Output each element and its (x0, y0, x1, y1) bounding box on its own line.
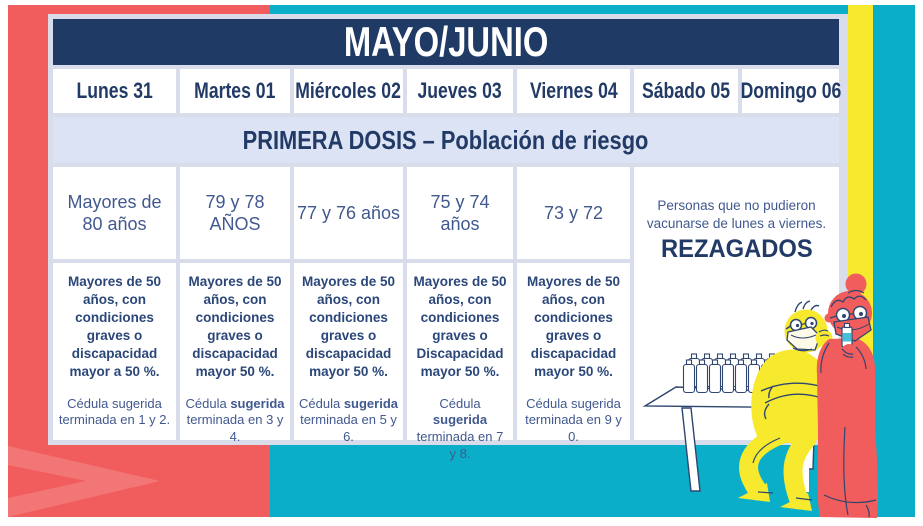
chevron-decoration (8, 446, 160, 517)
title-bar: MAYO/JUNIO (53, 19, 839, 65)
risk-group-text: Mayores de 50 años, con condiciones grav… (301, 274, 396, 379)
cedula-text: Cédula sugerida terminada en 5 y 6. (299, 395, 398, 444)
rezagados-title: REZAGADOS (660, 235, 813, 264)
syringe-vial-icon (841, 322, 853, 348)
age-cell-martes: 79 y 78 AÑOS (180, 167, 290, 259)
day-header-domingo: Domingo 06 (740, 69, 841, 113)
age-cell-miercoles: 77 y 76 años (294, 167, 403, 259)
risk-group-text: Mayores de 50 años, con condiciones grav… (413, 274, 507, 379)
detail-cell-lunes: Mayores de 50 años, con condiciones grav… (53, 263, 176, 440)
day-header-viernes: Viernes 04 (517, 69, 630, 113)
yellow-patient-figure (738, 300, 835, 511)
detail-cell-jueves: Mayores de 50 años, con condiciones grav… (407, 263, 513, 461)
day-header-miercoles: Miércoles 02 (294, 69, 403, 113)
age-cell-lunes: Mayores de 80 años (53, 167, 176, 259)
hair-strokes (794, 300, 820, 313)
day-header-lunes: Lunes 31 (53, 69, 176, 113)
day-header-martes: Martes 01 (180, 69, 290, 113)
cedula-text: Cédula sugerida terminada en 1 y 2. (58, 395, 171, 428)
mask-icon (786, 326, 821, 351)
section-title: PRIMERA DOSIS – Población de riesgo (243, 124, 649, 155)
vaccination-illustration (642, 273, 878, 518)
detail-cell-miercoles: Mayores de 50 años, con condiciones grav… (294, 263, 403, 444)
cedula-sugerida-4: sugerida (570, 395, 621, 411)
rezagados-note: Personas que no pudieron vacunarse de lu… (646, 198, 827, 231)
detail-cell-martes: Mayores de 50 años, con condiciones grav… (180, 263, 290, 444)
red-nurse-figure (816, 273, 878, 518)
detail-cell-viernes: Mayores de 50 años, con condiciones grav… (517, 263, 630, 444)
leg-seam-strokes (823, 426, 877, 518)
risk-group-text: Mayores de 50 años, con condiciones grav… (67, 274, 162, 379)
age-cell-jueves: 75 y 74 años (407, 167, 513, 259)
day-header-sabado: Sábado 05 (634, 69, 738, 113)
cedula-text: Cédula sugerida terminada en 3 y 4. (185, 395, 285, 444)
age-cell-viernes: 73 y 72 (517, 167, 630, 259)
cedula-text: Cédula sugerida terminada en 9 y 0. (525, 395, 622, 444)
risk-group-text: Mayores de 50 años, con condiciones grav… (188, 274, 282, 379)
day-header-jueves: Jueves 03 (407, 69, 513, 113)
section-band: PRIMERA DOSIS – Población de riesgo (53, 117, 839, 163)
cedula-sugerida-0: sugerida (111, 395, 162, 411)
month-title: MAYO/JUNIO (343, 18, 549, 65)
cedula-sugerida-3: sugerida (432, 412, 488, 428)
risk-group-text: Mayores de 50 años, con condiciones grav… (526, 274, 621, 379)
crossed-arms-strokes (760, 382, 828, 420)
cedula-sugerida-2: sugerida (343, 395, 398, 411)
cedula-text: Cédula sugerida terminada en 7 y 8. (416, 395, 504, 461)
cedula-sugerida-1: sugerida (230, 395, 285, 411)
hair-strokes (830, 289, 867, 308)
